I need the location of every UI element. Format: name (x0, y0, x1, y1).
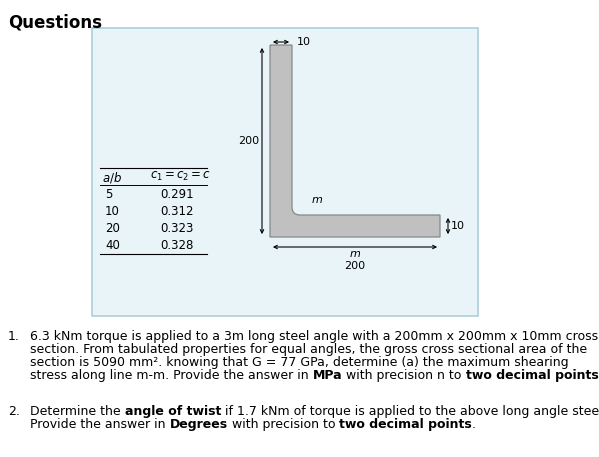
Text: .: . (472, 418, 476, 431)
Text: 6.3 kNm torque is applied to a 3m long steel angle with a 200mm x 200mm x 10mm c: 6.3 kNm torque is applied to a 3m long s… (30, 330, 598, 343)
Text: 40: 40 (105, 239, 120, 252)
Text: 20: 20 (105, 222, 120, 235)
Text: 200: 200 (238, 136, 259, 146)
Text: 0.323: 0.323 (160, 222, 193, 235)
Text: angle of twist: angle of twist (125, 405, 221, 418)
PathPatch shape (270, 45, 440, 237)
Text: Questions: Questions (8, 14, 102, 32)
Text: section is 5090 mm². knowing that G = 77 GPa, determine (a) the maximum shearing: section is 5090 mm². knowing that G = 77… (30, 356, 568, 369)
Text: two decimal points: two decimal points (465, 369, 598, 382)
Text: 0.312: 0.312 (160, 205, 193, 218)
Text: Degrees: Degrees (170, 418, 228, 431)
Text: if 1.7 kNm of torque is applied to the above long angle steel.: if 1.7 kNm of torque is applied to the a… (221, 405, 599, 418)
Text: .: . (598, 369, 599, 382)
Text: m: m (350, 249, 361, 259)
Text: section. From tabulated properties for equal angles, the gross cross sectional a: section. From tabulated properties for e… (30, 343, 587, 356)
Text: 10: 10 (105, 205, 120, 218)
Text: m: m (312, 195, 323, 205)
Text: stress along line m-m. Provide the answer in: stress along line m-m. Provide the answe… (30, 369, 313, 382)
Text: 10: 10 (297, 37, 311, 47)
Text: $a/b$: $a/b$ (102, 170, 122, 185)
Text: $c_1 = c_2 = c$: $c_1 = c_2 = c$ (150, 170, 211, 183)
Text: with precision n to: with precision n to (342, 369, 465, 382)
Text: Determine the: Determine the (30, 405, 125, 418)
Text: 0.328: 0.328 (160, 239, 193, 252)
Text: 5: 5 (105, 188, 113, 201)
Text: two decimal points: two decimal points (339, 418, 472, 431)
Text: 200: 200 (344, 261, 365, 271)
Text: 0.291: 0.291 (160, 188, 193, 201)
Text: 1.: 1. (8, 330, 20, 343)
Text: Provide the answer in: Provide the answer in (30, 418, 170, 431)
Text: with precision to: with precision to (228, 418, 339, 431)
Text: 2.: 2. (8, 405, 20, 418)
FancyBboxPatch shape (92, 28, 478, 316)
Text: 10: 10 (451, 221, 465, 231)
Text: MPa: MPa (313, 369, 342, 382)
